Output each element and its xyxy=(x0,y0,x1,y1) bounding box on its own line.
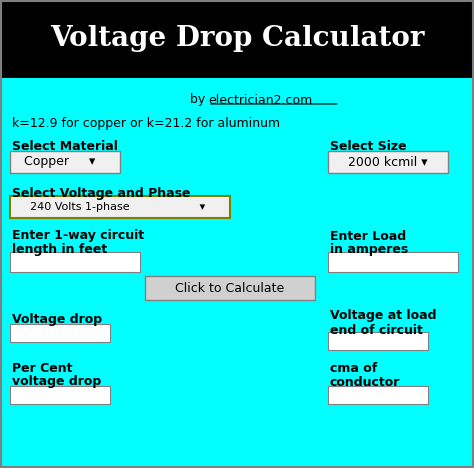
FancyBboxPatch shape xyxy=(10,324,110,342)
FancyBboxPatch shape xyxy=(10,386,110,404)
Text: Select Size: Select Size xyxy=(330,139,407,153)
Text: Per Cent: Per Cent xyxy=(12,361,73,374)
FancyBboxPatch shape xyxy=(328,151,448,173)
FancyBboxPatch shape xyxy=(10,196,230,218)
Text: voltage drop: voltage drop xyxy=(12,375,101,388)
FancyBboxPatch shape xyxy=(328,332,428,350)
Text: Enter Load: Enter Load xyxy=(330,229,406,242)
Text: Voltage Drop Calculator: Voltage Drop Calculator xyxy=(50,24,424,51)
Text: Click to Calculate: Click to Calculate xyxy=(175,281,284,294)
Text: by: by xyxy=(190,94,209,107)
Text: Copper     ▾: Copper ▾ xyxy=(24,155,96,168)
FancyBboxPatch shape xyxy=(328,252,458,272)
FancyBboxPatch shape xyxy=(0,0,474,78)
FancyBboxPatch shape xyxy=(328,386,428,404)
FancyBboxPatch shape xyxy=(145,276,315,300)
Text: length in feet: length in feet xyxy=(12,243,107,256)
Text: electrician2.com: electrician2.com xyxy=(208,94,312,107)
FancyBboxPatch shape xyxy=(10,252,140,272)
Text: cma of: cma of xyxy=(330,361,377,374)
Text: 240 Volts 1-phase                    ▾: 240 Volts 1-phase ▾ xyxy=(30,202,206,212)
Text: end of circuit: end of circuit xyxy=(330,323,423,336)
Text: conductor: conductor xyxy=(330,375,401,388)
Text: Enter 1-way circuit: Enter 1-way circuit xyxy=(12,229,144,242)
Text: Select Material: Select Material xyxy=(12,139,118,153)
Text: Voltage at load: Voltage at load xyxy=(330,309,437,322)
Text: 2000 kcmil ▾: 2000 kcmil ▾ xyxy=(348,155,428,168)
Text: Select Voltage and Phase: Select Voltage and Phase xyxy=(12,187,191,199)
Text: in amperes: in amperes xyxy=(330,243,408,256)
FancyBboxPatch shape xyxy=(10,151,120,173)
Text: k=12.9 for copper or k=21.2 for aluminum: k=12.9 for copper or k=21.2 for aluminum xyxy=(12,117,280,131)
Text: Voltage drop: Voltage drop xyxy=(12,314,102,327)
